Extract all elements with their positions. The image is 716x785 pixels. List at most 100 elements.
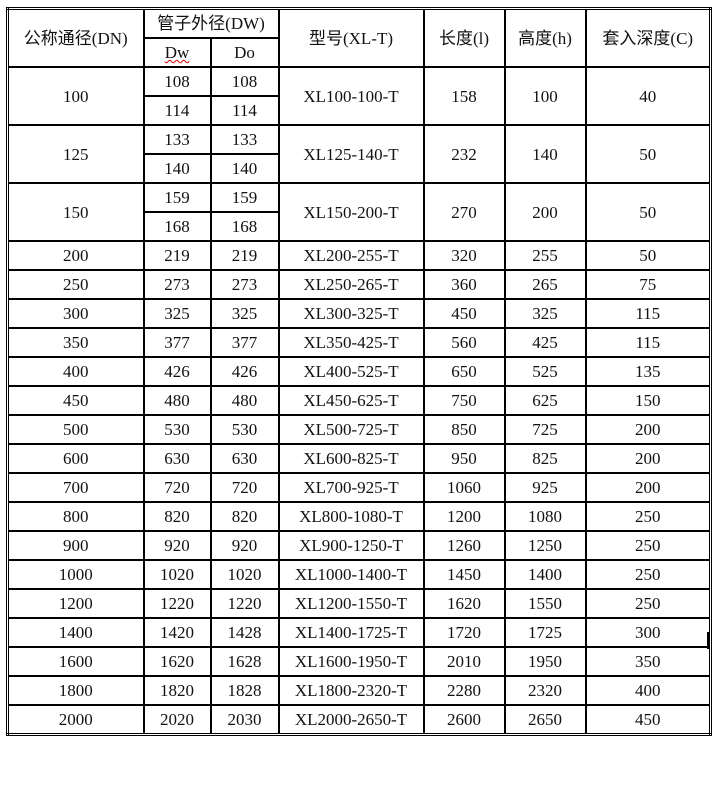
- cell-dw: 159: [142, 182, 212, 213]
- cell-dw: 426: [142, 356, 212, 387]
- cell-height: 1950: [503, 646, 587, 677]
- cell-dn: 1400: [6, 617, 145, 648]
- cell-do: 168: [209, 211, 280, 242]
- cell-depth: 50: [584, 124, 712, 184]
- table-row: 1000 1020 1020 XL1000-1400-T 1450 1400 250: [6, 559, 712, 590]
- cell-dw: 377: [142, 327, 212, 358]
- cell-model: XL1000-1400-T: [277, 559, 425, 590]
- cell-dw: 168: [142, 211, 212, 242]
- cell-length: 1260: [422, 530, 506, 561]
- cell-depth: 400: [584, 675, 712, 706]
- cell-length: 2010: [422, 646, 506, 677]
- cell-dw: 108: [142, 66, 212, 97]
- cell-model: XL300-325-T: [277, 298, 425, 329]
- cell-dn: 400: [6, 356, 145, 387]
- cell-height: 625: [503, 385, 587, 416]
- cell-dn: 150: [6, 182, 145, 242]
- cell-length: 1620: [422, 588, 506, 619]
- cell-do: 1628: [209, 646, 280, 677]
- cell-dn: 300: [6, 298, 145, 329]
- cell-dw: 1420: [142, 617, 212, 648]
- cell-height: 255: [503, 240, 587, 271]
- table-row: 1200 1220 1220 XL1200-1550-T 1620 1550 250: [6, 588, 712, 619]
- cell-dw: 219: [142, 240, 212, 271]
- cell-height: 2320: [503, 675, 587, 706]
- cell-dw: 1620: [142, 646, 212, 677]
- cell-model: XL100-100-T: [277, 66, 425, 126]
- cell-dn: 500: [6, 414, 145, 445]
- cell-height: 525: [503, 356, 587, 387]
- table-row: 125 133 133 XL125-140-T 232 140 50: [6, 124, 712, 184]
- cell-do: 720: [209, 472, 280, 503]
- cell-height: 200: [503, 182, 587, 242]
- cell-do: 820: [209, 501, 280, 532]
- table-row: 250 273 273 XL250-265-T 360 265 75: [6, 269, 712, 300]
- table-row: 2000 2020 2030 XL2000-2650-T 2600 2650 450: [6, 704, 712, 736]
- cell-depth: 300: [584, 617, 712, 648]
- cell-dn: 1800: [6, 675, 145, 706]
- cell-model: XL900-1250-T: [277, 530, 425, 561]
- header-depth: 套入深度(C): [584, 7, 712, 68]
- cell-do: 920: [209, 530, 280, 561]
- cell-length: 1060: [422, 472, 506, 503]
- cell-length: 270: [422, 182, 506, 242]
- cell-do: 530: [209, 414, 280, 445]
- cell-dn: 250: [6, 269, 145, 300]
- cell-do: 480: [209, 385, 280, 416]
- cell-height: 2650: [503, 704, 587, 736]
- cell-dw: 133: [142, 124, 212, 155]
- cell-dn: 2000: [6, 704, 145, 736]
- spec-table-container: 公称通径(DN) 管子外径(DW) 型号(XL-T) 长度(l) 高度(h) 套…: [6, 7, 712, 736]
- cell-height: 1250: [503, 530, 587, 561]
- cell-length: 850: [422, 414, 506, 445]
- table-row: 900 920 920 XL900-1250-T 1260 1250 250: [6, 530, 712, 561]
- cell-dn: 200: [6, 240, 145, 271]
- cell-dn: 600: [6, 443, 145, 474]
- table-row: 350 377 377 XL350-425-T 560 425 115: [6, 327, 712, 358]
- cell-length: 1450: [422, 559, 506, 590]
- header-model: 型号(XL-T): [277, 7, 425, 68]
- cell-dw: 530: [142, 414, 212, 445]
- table-row: 1600 1620 1628 XL1600-1950-T 2010 1950 350: [6, 646, 712, 677]
- cell-depth: 250: [584, 559, 712, 590]
- table-row: 1400 1420 1428 XL1400-1725-T 1720 1725 300: [6, 617, 712, 648]
- cell-dn: 900: [6, 530, 145, 561]
- cell-dn: 700: [6, 472, 145, 503]
- table-row: 200 219 219 XL200-255-T 320 255 50: [6, 240, 712, 271]
- table-row: 700 720 720 XL700-925-T 1060 925 200: [6, 472, 712, 503]
- cell-height: 1400: [503, 559, 587, 590]
- cell-do: 426: [209, 356, 280, 387]
- cell-dw: 140: [142, 153, 212, 184]
- header-height: 高度(h): [503, 7, 587, 68]
- cell-depth: 250: [584, 588, 712, 619]
- cell-model: XL125-140-T: [277, 124, 425, 184]
- cell-dn: 1000: [6, 559, 145, 590]
- cell-do: 108: [209, 66, 280, 97]
- cell-length: 232: [422, 124, 506, 184]
- cell-height: 825: [503, 443, 587, 474]
- cell-height: 1080: [503, 501, 587, 532]
- cell-do: 377: [209, 327, 280, 358]
- cell-height: 265: [503, 269, 587, 300]
- cell-depth: 200: [584, 472, 712, 503]
- cell-depth: 50: [584, 240, 712, 271]
- header-length: 长度(l): [422, 7, 506, 68]
- cell-depth: 200: [584, 443, 712, 474]
- table-row: 100 108 108 XL100-100-T 158 100 40: [6, 66, 712, 126]
- cell-do: 1428: [209, 617, 280, 648]
- cell-model: XL450-625-T: [277, 385, 425, 416]
- table-row: 300 325 325 XL300-325-T 450 325 115: [6, 298, 712, 329]
- cell-length: 560: [422, 327, 506, 358]
- cell-do: 114: [209, 95, 280, 126]
- header-dw-text: Dw: [164, 43, 190, 62]
- cell-model: XL500-725-T: [277, 414, 425, 445]
- cell-do: 219: [209, 240, 280, 271]
- cell-model: XL600-825-T: [277, 443, 425, 474]
- cell-length: 360: [422, 269, 506, 300]
- cell-depth: 350: [584, 646, 712, 677]
- cell-depth: 50: [584, 182, 712, 242]
- header-do: Do: [209, 37, 280, 68]
- cell-do: 133: [209, 124, 280, 155]
- cell-dw: 273: [142, 269, 212, 300]
- cell-do: 630: [209, 443, 280, 474]
